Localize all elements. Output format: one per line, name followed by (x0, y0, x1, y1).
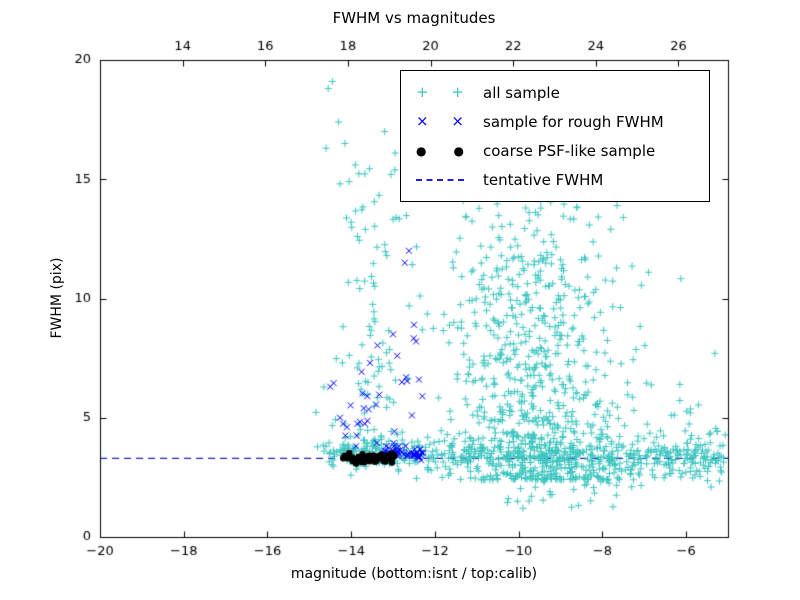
legend-label-psf-sample: coarse PSF-like sample (483, 141, 656, 160)
dashed-line-icon (411, 178, 469, 181)
plus-marker-icon: + + (416, 83, 464, 101)
chart-title: FWHM vs magnitudes (332, 9, 496, 27)
chart-legend: + + all sample × × sample for rough FWHM… (400, 70, 710, 202)
x-marker-icon: × × (416, 112, 464, 130)
dot-marker-icon: ● ● (416, 143, 464, 158)
legend-row: × × sample for rough FWHM (411, 107, 699, 136)
legend-label-tentative-fwhm: tentative FWHM (483, 170, 604, 189)
legend-row: + + all sample (411, 78, 699, 107)
y-axis-label: FWHM (pix) (49, 257, 65, 339)
legend-label-rough-fwhm: sample for rough FWHM (483, 112, 664, 131)
x-axis-label: magnitude (bottom:isnt / top:calib) (290, 566, 538, 582)
legend-row: tentative FWHM (411, 165, 699, 194)
legend-row: ● ● coarse PSF-like sample (411, 136, 699, 165)
legend-label-all-sample: all sample (483, 83, 560, 102)
